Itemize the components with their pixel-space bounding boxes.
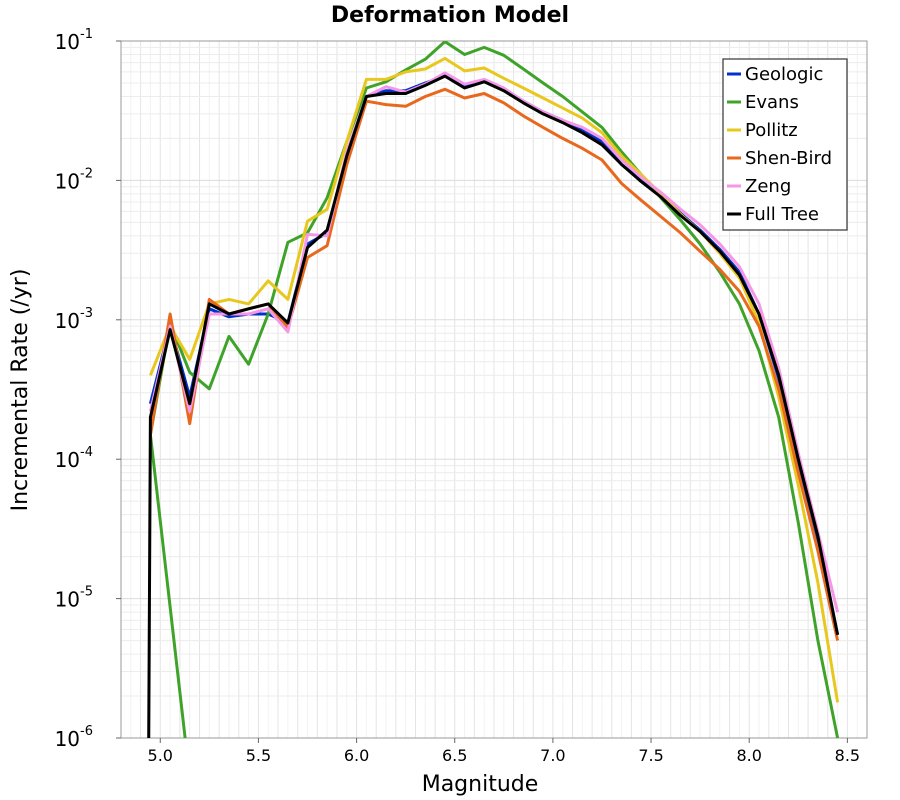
y-tick-label: 10-2	[55, 166, 93, 193]
x-tick-label: 7.5	[638, 746, 663, 765]
y-tick-label: 10-4	[55, 445, 93, 472]
x-tick-label: 6.0	[344, 746, 369, 765]
series-line-full-tree	[147, 74, 840, 738]
legend-entry-label: Full Tree	[745, 204, 819, 225]
legend-entry-label: Geologic	[745, 64, 823, 85]
chart-title: Deformation Model	[331, 3, 569, 28]
legend: Geologic Evans Pollitz Shen-Bird Zeng Full Tr…	[722, 58, 848, 231]
legend-entry-label: Zeng	[745, 176, 791, 197]
x-tick-label: 8.5	[835, 746, 860, 765]
y-tick-label: 10-1	[55, 27, 93, 54]
x-tick-label: 7.0	[540, 746, 565, 765]
x-tick-label: 6.5	[442, 746, 467, 765]
legend-box	[722, 58, 848, 231]
legend-entry-label: Pollitz	[745, 120, 798, 141]
x-ticks: 5.0 5.5 6.0 6.5 7.0 7.5 8.0 8.5	[148, 738, 860, 765]
x-tick-label: 8.0	[736, 746, 761, 765]
y-axis-label: Incremental Rate (/yr)	[8, 269, 33, 512]
series-layer	[147, 41, 840, 738]
plot-frame	[120, 40, 868, 739]
y-ticks: 10-6 10-5 10-4 10-3 10-2 10-1	[55, 27, 121, 751]
y-tick-label: 10-5	[55, 585, 93, 612]
legend-entry-label: Evans	[745, 92, 799, 113]
x-tick-label: 5.5	[246, 746, 271, 765]
y-tick-label: 10-6	[55, 724, 93, 751]
x-tick-label: 5.0	[148, 746, 173, 765]
legend-entry-label: Shen-Bird	[745, 148, 832, 169]
y-tick-label: 10-3	[55, 306, 93, 333]
series-line-evans	[148, 41, 840, 738]
x-axis-label: Magnitude	[422, 772, 539, 797]
series-line-zeng	[148, 71, 840, 613]
